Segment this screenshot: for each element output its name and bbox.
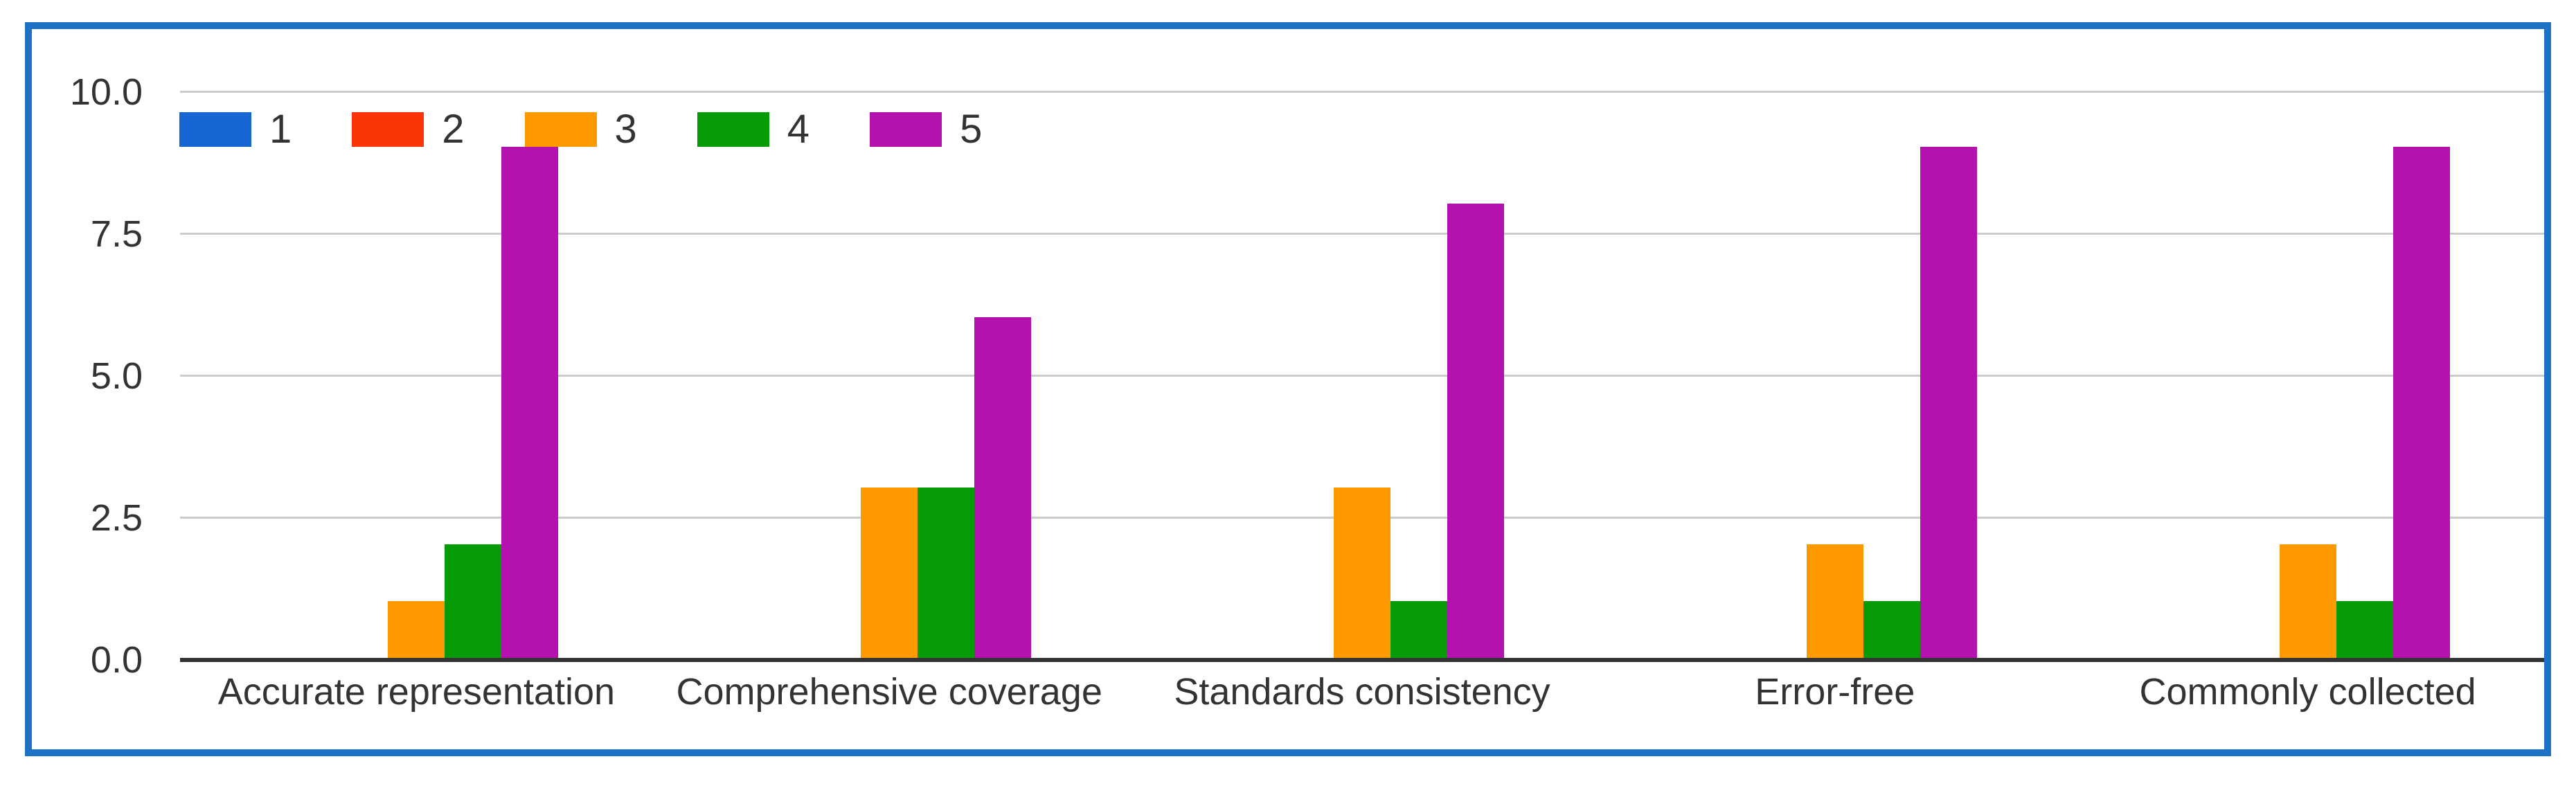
- legend-swatch-5: [870, 112, 942, 147]
- legend-swatch-4: [697, 112, 769, 147]
- legend-label-5: 5: [960, 107, 983, 152]
- bar-5-category-1: [501, 147, 559, 658]
- legend-item-1: 1: [179, 109, 292, 150]
- bar-group-1: [274, 147, 559, 658]
- bar-4-category-2: [918, 488, 975, 658]
- legend-item-2: 2: [352, 107, 465, 152]
- chart-frame: 10.0 7.5 5.0 2.5 0.0 1 2 3 4 5 Accurate represen…: [25, 22, 2551, 756]
- x-category-label-4: Error-free: [1755, 671, 1915, 713]
- legend-swatch-1: [179, 112, 251, 147]
- bar-5-category-5: [2392, 147, 2450, 658]
- bar-4-category-4: [1863, 601, 1920, 658]
- gridline-10.0: [180, 91, 2544, 93]
- bar-3-category-1: [388, 601, 445, 658]
- x-axis-baseline: [180, 658, 2544, 662]
- bar-3-category-4: [1806, 544, 1863, 658]
- bar-5-category-4: [1920, 147, 1977, 658]
- bar-5-category-3: [1447, 204, 1504, 658]
- x-category-label-2: Comprehensive coverage: [676, 671, 1102, 713]
- bar-5-category-2: [974, 317, 1032, 658]
- bar-group-3: [1220, 204, 1504, 658]
- y-tick-label-10.0: 10.0: [69, 71, 143, 113]
- legend-swatch-2: [352, 112, 424, 147]
- legend-label-4: 4: [787, 107, 810, 152]
- legend-item-4: 4: [697, 109, 810, 150]
- legend-item-5: 5: [870, 109, 982, 150]
- bar-group-4: [1693, 147, 1977, 658]
- gridline-7.5: [180, 233, 2544, 235]
- legend-item-3: 3: [524, 107, 637, 152]
- y-tick-label-0.0: 0.0: [90, 639, 143, 681]
- bar-3-category-5: [2279, 544, 2336, 658]
- legend-label-1: 1: [269, 107, 292, 152]
- bar-4-category-5: [2336, 601, 2393, 658]
- x-category-label-5: Commonly collected: [2139, 671, 2476, 713]
- legend-label-2: 2: [442, 107, 465, 152]
- bar-3-category-2: [861, 488, 918, 658]
- x-category-label-1: Accurate representation: [217, 671, 616, 713]
- y-tick-label-7.5: 7.5: [90, 213, 143, 255]
- y-tick-label-2.5: 2.5: [90, 497, 143, 539]
- x-category-label-3: Standards consistency: [1174, 671, 1550, 713]
- bar-group-5: [2166, 147, 2450, 658]
- bar-4-category-1: [445, 544, 502, 658]
- bar-3-category-3: [1334, 488, 1390, 658]
- gridline-5.0: [180, 375, 2544, 377]
- legend-swatch-3: [524, 112, 597, 147]
- chart-legend: 1 2 3 4 5: [179, 109, 982, 150]
- bar-4-category-3: [1390, 601, 1447, 658]
- legend-label-3: 3: [614, 107, 637, 152]
- bar-group-2: [747, 317, 1032, 658]
- y-tick-label-5.0: 5.0: [90, 355, 143, 397]
